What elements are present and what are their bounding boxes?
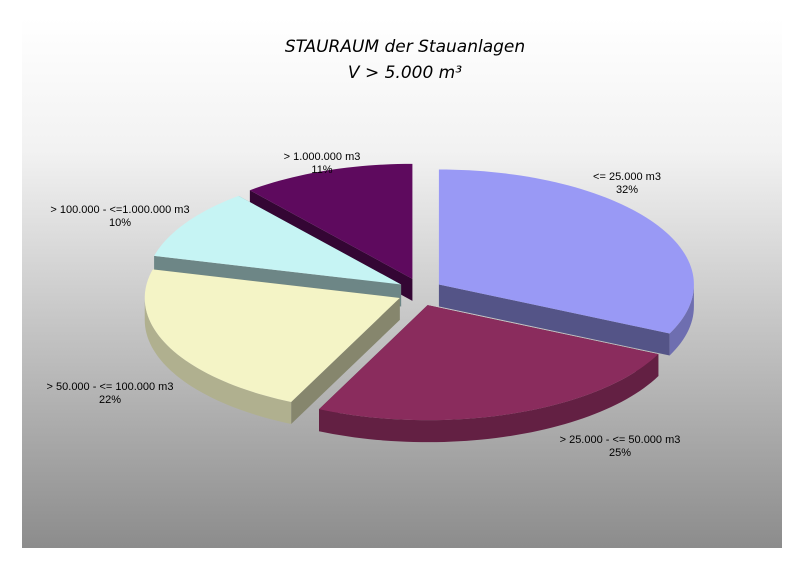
pie-slice <box>438 169 694 356</box>
pie-slice <box>144 269 400 425</box>
slice-rim <box>319 354 659 443</box>
data-label-value: 10% <box>109 217 131 229</box>
data-label-name: <= 25.000 m3 <box>593 171 661 183</box>
slice-top <box>154 195 402 285</box>
slice-wall <box>438 284 670 356</box>
chart-subtitle: V > 5.000 m³ <box>348 63 462 83</box>
data-label-name: > 25.000 - <= 50.000 m3 <box>560 434 681 446</box>
data-label-name: > 50.000 - <= 100.000 m3 <box>47 381 174 393</box>
slice-top <box>438 169 694 334</box>
data-label-value: 25% <box>609 447 631 459</box>
data-label-value: 32% <box>616 184 638 196</box>
slice-top <box>144 269 400 403</box>
data-label-value: 11% <box>311 164 332 176</box>
data-label-name: > 100.000 - <=1.000.000 m3 <box>50 204 189 216</box>
chart-title: STAURAUM der Stauanlagen <box>285 37 525 57</box>
slice-top <box>249 163 413 279</box>
slice-rim <box>144 297 292 425</box>
pie-slice <box>319 305 659 443</box>
data-label-name: > 1.000.000 m3 <box>284 151 361 163</box>
slice-wall <box>291 297 400 425</box>
slice-rim <box>669 284 694 356</box>
slice-top <box>319 305 659 421</box>
data-label-value: 22% <box>99 394 121 406</box>
